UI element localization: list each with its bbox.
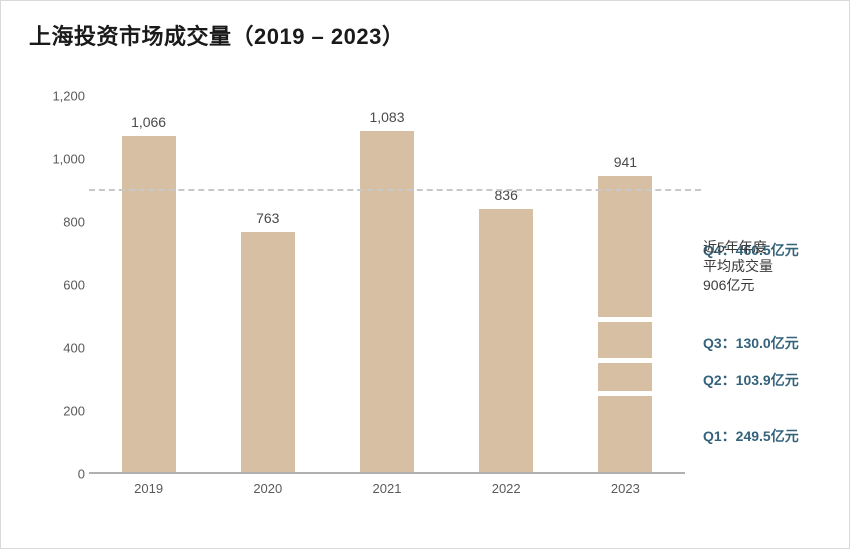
- bar-value-label: 1,066: [99, 114, 199, 130]
- bar-value-label: 941: [575, 154, 675, 170]
- bar: [241, 232, 295, 472]
- bar: [479, 209, 533, 472]
- x-tick-label: 2021: [337, 481, 437, 496]
- avg-note-line: 平均成交量: [703, 257, 773, 276]
- chart-title: 上海投资市场成交量（2019 – 2023）: [29, 19, 404, 51]
- quarter-label: Q3：130.0亿元: [703, 333, 799, 353]
- x-tick-label: 2020: [218, 481, 318, 496]
- segment-divider: [598, 391, 652, 396]
- chart-area: 1,066201976320201,083202183620229412023 …: [45, 96, 685, 501]
- bar: [122, 136, 176, 472]
- y-tick-label: 0: [45, 467, 85, 482]
- y-tick-label: 1,000: [45, 152, 85, 167]
- segment-divider: [598, 317, 652, 322]
- avg-note-line: 906亿元: [703, 276, 773, 295]
- quarter-label: Q2：103.9亿元: [703, 370, 799, 390]
- bar: [360, 131, 414, 472]
- bar-value-label: 763: [218, 210, 318, 226]
- x-tick-label: 2022: [456, 481, 556, 496]
- y-tick-label: 400: [45, 341, 85, 356]
- quarter-label: Q1：249.5亿元: [703, 426, 799, 446]
- y-tick-label: 1,200: [45, 89, 85, 104]
- avg-note-line: 近5年年度: [703, 238, 773, 257]
- y-tick-label: 600: [45, 278, 85, 293]
- bar-value-label: 1,083: [337, 109, 437, 125]
- avg-note: 近5年年度 平均成交量 906亿元: [703, 238, 773, 295]
- y-tick-label: 800: [45, 215, 85, 230]
- bar: [598, 176, 652, 472]
- segment-divider: [598, 358, 652, 363]
- y-tick-label: 200: [45, 404, 85, 419]
- chart-frame: 上海投资市场成交量（2019 – 2023） 1,066201976320201…: [0, 0, 850, 549]
- avg-line: [89, 189, 701, 191]
- x-tick-label: 2019: [99, 481, 199, 496]
- plot-area: 1,066201976320201,083202183620229412023: [89, 96, 685, 474]
- x-tick-label: 2023: [575, 481, 675, 496]
